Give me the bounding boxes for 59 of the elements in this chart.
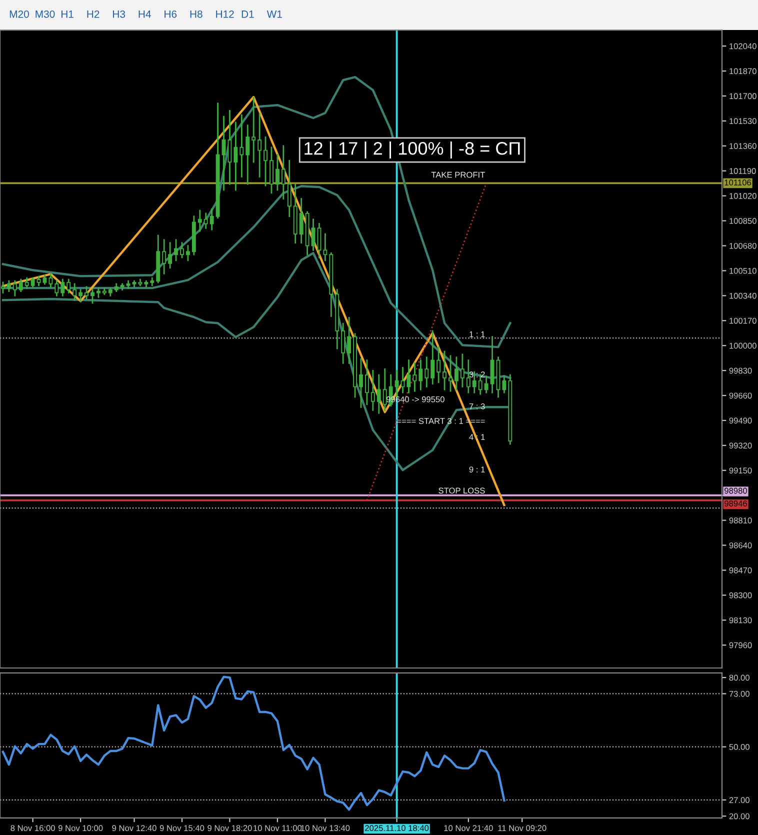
y-tick-label: 101020 <box>730 193 756 199</box>
text: M20 <box>10 10 29 18</box>
text: H1 <box>61 10 74 18</box>
y-tick-label: 101190 <box>730 168 756 174</box>
y-tick-label: 100510 <box>730 268 756 274</box>
y-tick-label: 98300 <box>729 592 752 598</box>
text: H6 <box>164 10 177 18</box>
ref-line-label: 101106 <box>724 180 751 186</box>
annotation: STOP LOSS <box>438 488 485 494</box>
y-tick-label: 100170 <box>730 318 756 324</box>
ref-line-label: 98980 <box>724 488 748 494</box>
y-tick-label: 101700 <box>730 93 756 100</box>
x-tick-label: 9 Nov 18:20 <box>208 825 252 832</box>
x-tick-label: 11 Nov 09:20 <box>498 825 546 832</box>
y-tick-label: 99320 <box>729 442 752 449</box>
y-tick-label: 100680 <box>730 242 756 249</box>
annotation: TAKE PROFIT <box>431 172 485 178</box>
text: W1 <box>266 10 282 18</box>
y-tick-label: 101530 <box>730 118 756 124</box>
x-tick-label: 8 Nov 16:00 <box>10 825 55 832</box>
y-tick-label: 20.00 <box>729 813 750 820</box>
x-tick-label: 9 Nov 12:40 <box>112 825 156 832</box>
annotation: 4 : 1 <box>469 434 485 440</box>
y-tick-label: 100850 <box>730 218 756 224</box>
y-tick-label: 27.00 <box>729 797 750 804</box>
annotation: 9 : 1 <box>469 466 485 472</box>
annotation: 1 : 1 <box>470 331 485 338</box>
x-tick-label: 2025.11.10 18:40 <box>365 825 429 832</box>
y-tick-label: 99660 <box>729 392 752 399</box>
y-tick-label: 97960 <box>729 642 752 648</box>
y-tick-label: 99830 <box>729 368 752 374</box>
y-tick-label: 73.00 <box>729 690 750 697</box>
ref-line-label: 98946 <box>724 500 747 506</box>
y-tick-label: 102040 <box>730 43 756 50</box>
text: H3 <box>113 10 126 18</box>
x-tick-label: 9 Nov 15:40 <box>160 825 204 832</box>
y-tick-label: 98810 <box>729 518 752 524</box>
y-tick-label: 100000 <box>730 342 756 349</box>
x-tick-label: 9 Nov 10:00 <box>58 825 103 832</box>
x-tick-label: 10 Nov 13:40 <box>301 825 350 832</box>
text: H4 <box>138 10 151 18</box>
annotation: 12 | 17 | 2 | 100% | -8 = СП <box>304 142 520 158</box>
y-tick-label: 99150 <box>729 468 752 474</box>
y-tick-label: 101870 <box>730 68 756 74</box>
y-tick-label: 98130 <box>729 617 752 624</box>
text: D1 <box>242 10 254 18</box>
y-tick-label: 98640 <box>729 542 752 548</box>
y-tick-label: 98470 <box>729 567 752 574</box>
text: H12 <box>216 10 234 18</box>
y-tick-label: 99490 <box>729 418 752 424</box>
text: M30 <box>36 10 55 18</box>
x-tick-label: 10 Nov 11:00 <box>254 825 302 832</box>
y-tick-label: 101360 <box>730 143 756 150</box>
text: H8 <box>190 10 202 18</box>
y-tick-label: 100340 <box>730 292 756 299</box>
y-tick-label: 80.00 <box>729 674 750 681</box>
x-tick-label: 10 Nov 21:40 <box>444 825 493 832</box>
y-tick-label: 50.00 <box>729 744 750 750</box>
text: H2 <box>87 10 100 18</box>
